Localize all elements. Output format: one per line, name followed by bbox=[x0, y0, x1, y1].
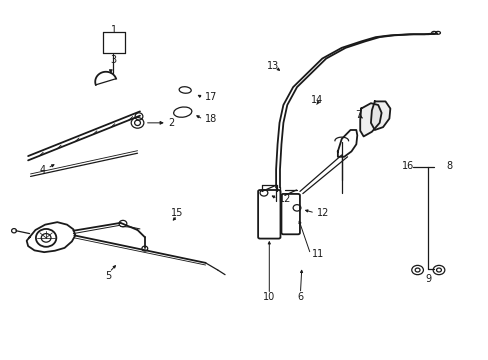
Text: 18: 18 bbox=[204, 113, 217, 123]
Text: 4: 4 bbox=[40, 165, 46, 175]
Polygon shape bbox=[370, 102, 389, 130]
Text: 7: 7 bbox=[355, 110, 361, 120]
Text: 6: 6 bbox=[297, 292, 303, 302]
Text: 5: 5 bbox=[105, 271, 111, 281]
Text: 15: 15 bbox=[171, 208, 183, 218]
Text: 17: 17 bbox=[204, 92, 217, 102]
Text: 16: 16 bbox=[401, 161, 413, 171]
Text: 10: 10 bbox=[263, 292, 275, 302]
Text: 2: 2 bbox=[168, 118, 174, 128]
Text: 12: 12 bbox=[316, 208, 328, 218]
Text: 9: 9 bbox=[425, 274, 430, 284]
Text: 13: 13 bbox=[266, 61, 278, 71]
Text: 1: 1 bbox=[111, 25, 117, 35]
Text: 14: 14 bbox=[311, 95, 323, 105]
Polygon shape bbox=[360, 103, 381, 136]
Text: 12: 12 bbox=[278, 194, 290, 203]
Text: 11: 11 bbox=[311, 249, 323, 259]
Text: 3: 3 bbox=[110, 55, 116, 65]
Text: 8: 8 bbox=[446, 161, 451, 171]
